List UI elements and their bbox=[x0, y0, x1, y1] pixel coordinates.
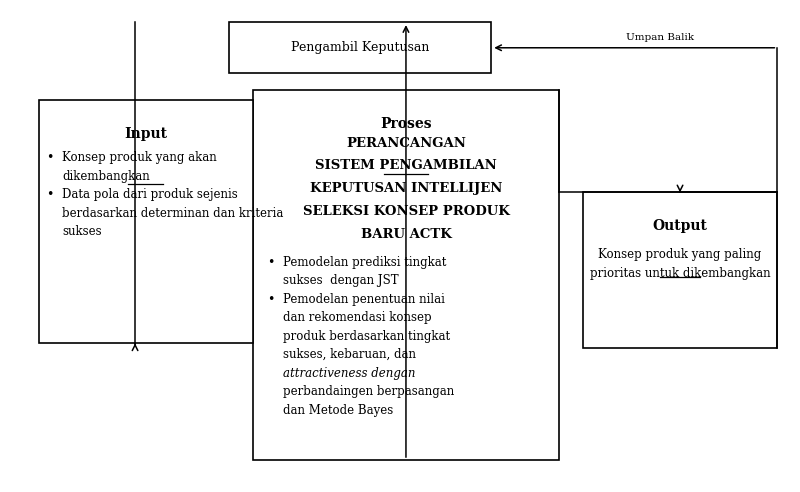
Text: Pengambil Keputusan: Pengambil Keputusan bbox=[291, 41, 430, 54]
Text: BARU ACTK: BARU ACTK bbox=[361, 228, 451, 241]
Bar bbox=[582, 192, 778, 348]
Text: •: • bbox=[46, 188, 54, 201]
Text: sukses: sukses bbox=[62, 225, 102, 238]
Text: Proses: Proses bbox=[380, 117, 432, 131]
Text: Pemodelan penentuan nilai: Pemodelan penentuan nilai bbox=[283, 293, 445, 306]
Text: SISTEM PENGAMBILAN: SISTEM PENGAMBILAN bbox=[315, 159, 497, 172]
Text: •: • bbox=[267, 256, 274, 269]
Text: Data pola dari produk sejenis: Data pola dari produk sejenis bbox=[62, 188, 238, 201]
Text: perbandaingen berpasangan: perbandaingen berpasangan bbox=[283, 385, 454, 398]
Text: PERANCANGAN: PERANCANGAN bbox=[346, 137, 466, 150]
Text: Umpan Balik: Umpan Balik bbox=[626, 33, 694, 42]
Bar bbox=[253, 91, 559, 460]
Text: dan rekomendasi konsep: dan rekomendasi konsep bbox=[283, 311, 432, 324]
Text: prioritas untuk dikembangkan: prioritas untuk dikembangkan bbox=[590, 267, 770, 280]
Text: •: • bbox=[46, 151, 54, 164]
Text: attractiveness dengan: attractiveness dengan bbox=[283, 367, 416, 380]
Text: dikembangkan: dikembangkan bbox=[62, 170, 150, 183]
Text: Input: Input bbox=[124, 127, 167, 141]
Text: dan Metode Bayes: dan Metode Bayes bbox=[283, 403, 394, 417]
Text: Konsep produk yang paling: Konsep produk yang paling bbox=[598, 248, 762, 261]
Text: berdasarkan determinan dan kriteria: berdasarkan determinan dan kriteria bbox=[62, 207, 284, 219]
Text: produk berdasarkan tingkat: produk berdasarkan tingkat bbox=[283, 330, 450, 342]
Bar bbox=[38, 100, 253, 343]
Text: Konsep produk yang akan: Konsep produk yang akan bbox=[62, 151, 217, 164]
Text: sukses, kebaruan, dan: sukses, kebaruan, dan bbox=[283, 348, 416, 361]
Bar bbox=[229, 22, 491, 73]
Text: sukses  dengan JST: sukses dengan JST bbox=[283, 274, 399, 287]
Text: Output: Output bbox=[653, 219, 707, 233]
Text: SELEKSI KONSEP PRODUK: SELEKSI KONSEP PRODUK bbox=[302, 205, 510, 218]
Text: KEPUTUSAN INTELLIJEN: KEPUTUSAN INTELLIJEN bbox=[310, 182, 502, 195]
Text: •: • bbox=[267, 293, 274, 306]
Text: Pemodelan prediksi tingkat: Pemodelan prediksi tingkat bbox=[283, 256, 446, 269]
